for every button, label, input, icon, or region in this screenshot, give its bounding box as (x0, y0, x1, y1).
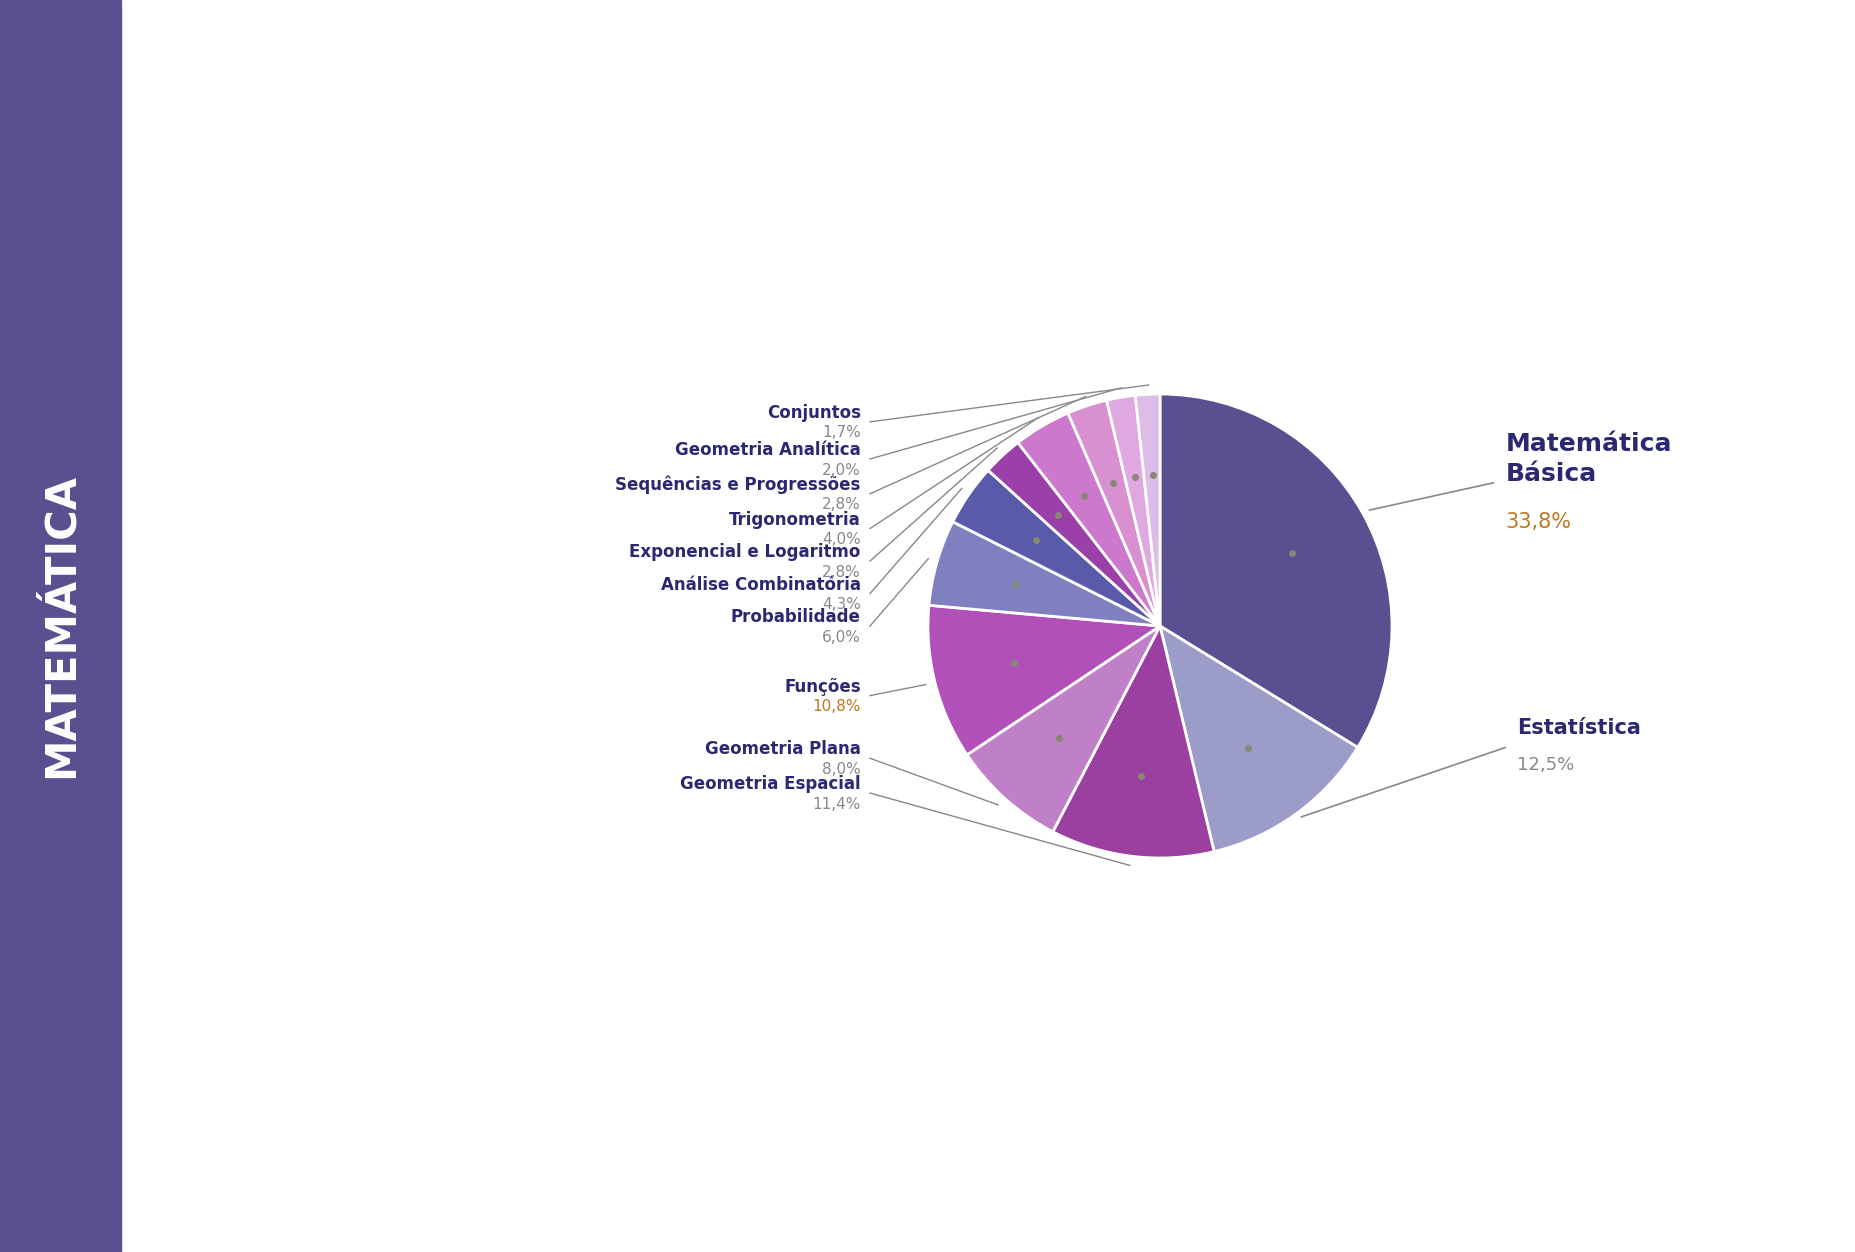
Text: 33,8%: 33,8% (1504, 512, 1571, 532)
Text: 4,0%: 4,0% (822, 532, 861, 547)
Text: 11,4%: 11,4% (812, 796, 861, 811)
Text: 2,0%: 2,0% (822, 462, 861, 477)
Text: Matemática
Básica: Matemática Básica (1504, 432, 1671, 486)
Text: Geometria Plana: Geometria Plana (705, 740, 861, 759)
Wedge shape (928, 605, 1159, 755)
Text: Funções: Funções (783, 677, 861, 696)
Text: Análise Combinatória: Análise Combinatória (660, 576, 861, 593)
Text: Exponencial e Logaritmo: Exponencial e Logaritmo (629, 543, 861, 561)
Text: Conjuntos: Conjuntos (766, 404, 861, 422)
Text: 4,3%: 4,3% (822, 597, 861, 612)
Text: Estatística: Estatística (1517, 719, 1640, 739)
Text: 8,0%: 8,0% (822, 762, 861, 777)
Wedge shape (966, 626, 1159, 831)
Wedge shape (1106, 396, 1159, 626)
Text: 12,5%: 12,5% (1517, 756, 1573, 774)
Text: Probabilidade: Probabilidade (731, 608, 861, 626)
Wedge shape (1067, 401, 1159, 626)
Wedge shape (1159, 626, 1358, 851)
Wedge shape (1017, 413, 1159, 626)
Text: 2,8%: 2,8% (822, 497, 861, 512)
Text: MATEMÁTICA: MATEMÁTICA (39, 473, 82, 779)
Text: Sequências e Progressões: Sequências e Progressões (616, 476, 861, 495)
Text: 6,0%: 6,0% (822, 630, 861, 645)
Text: Geometria Espacial: Geometria Espacial (679, 775, 861, 794)
Wedge shape (928, 522, 1159, 626)
Wedge shape (987, 443, 1159, 626)
Wedge shape (1159, 394, 1391, 747)
Text: 10,8%: 10,8% (812, 699, 861, 714)
Text: Trigonometria: Trigonometria (729, 511, 861, 528)
Text: Geometria Analítica: Geometria Analítica (675, 441, 861, 459)
Text: 2,8%: 2,8% (822, 565, 861, 580)
Wedge shape (952, 471, 1159, 626)
Text: 1,7%: 1,7% (822, 426, 861, 441)
Wedge shape (1135, 394, 1159, 626)
Wedge shape (1052, 626, 1213, 858)
